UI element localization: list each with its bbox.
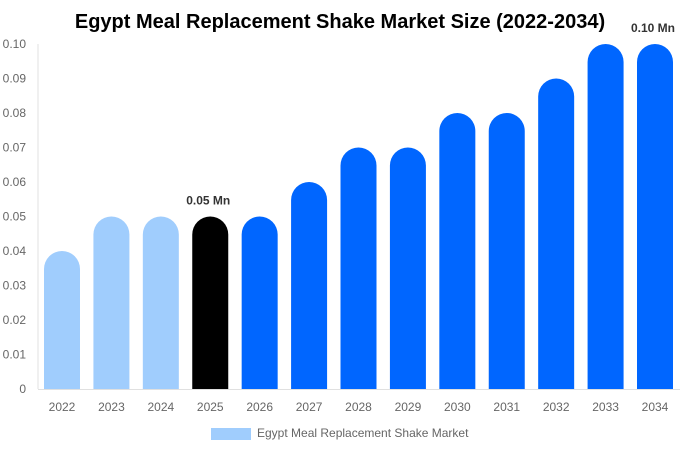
y-tick-label: 0.02	[3, 313, 27, 327]
x-tick-label: 2026	[246, 400, 273, 414]
bar-2032	[538, 78, 575, 389]
y-tick-label: 0.01	[3, 348, 27, 362]
bar-2023	[93, 216, 130, 389]
legend-label: Egypt Meal Replacement Shake Market	[257, 426, 469, 440]
x-tick-label: 2023	[98, 400, 125, 414]
y-tick-label: 0.10	[3, 37, 27, 51]
data-label: 0.05 Mn	[186, 194, 230, 208]
legend: Egypt Meal Replacement Shake Market	[211, 426, 469, 440]
x-tick-label: 2034	[642, 400, 669, 414]
y-tick-label: 0.05	[3, 210, 27, 224]
x-tick-label: 2027	[296, 400, 323, 414]
data-label: 0.10 Mn	[631, 21, 675, 35]
bar-2029	[389, 147, 426, 389]
bar-2027	[291, 182, 328, 389]
x-tick-label: 2033	[592, 400, 619, 414]
y-tick-label: 0.07	[3, 141, 27, 155]
x-tick-label: 2032	[543, 400, 570, 414]
y-tick-label: 0.03	[3, 279, 27, 293]
x-tick-label: 2030	[444, 400, 471, 414]
y-tick-label: 0.04	[3, 244, 27, 258]
x-tick-label: 2022	[49, 400, 76, 414]
y-tick-label: 0.08	[3, 106, 27, 120]
bar-2028	[340, 147, 377, 389]
y-tick-label: 0	[19, 382, 26, 396]
legend-swatch	[211, 428, 251, 440]
bar-2025	[192, 216, 229, 389]
bar-2026	[241, 216, 278, 389]
y-tick-label: 0.06	[3, 175, 27, 189]
x-tick-label: 2025	[197, 400, 224, 414]
x-tick-label: 2031	[493, 400, 520, 414]
bar-2033	[587, 44, 624, 389]
bar-2024	[142, 216, 179, 389]
chart-title: Egypt Meal Replacement Shake Market Size…	[75, 11, 605, 33]
bar-2022	[44, 251, 80, 389]
bar-2034	[637, 44, 673, 389]
x-tick-label: 2028	[345, 400, 372, 414]
bar-2031	[488, 113, 525, 389]
y-tick-label: 0.09	[3, 72, 27, 86]
x-tick-label: 2029	[395, 400, 422, 414]
bar-2030	[439, 113, 476, 389]
x-tick-label: 2024	[147, 400, 174, 414]
